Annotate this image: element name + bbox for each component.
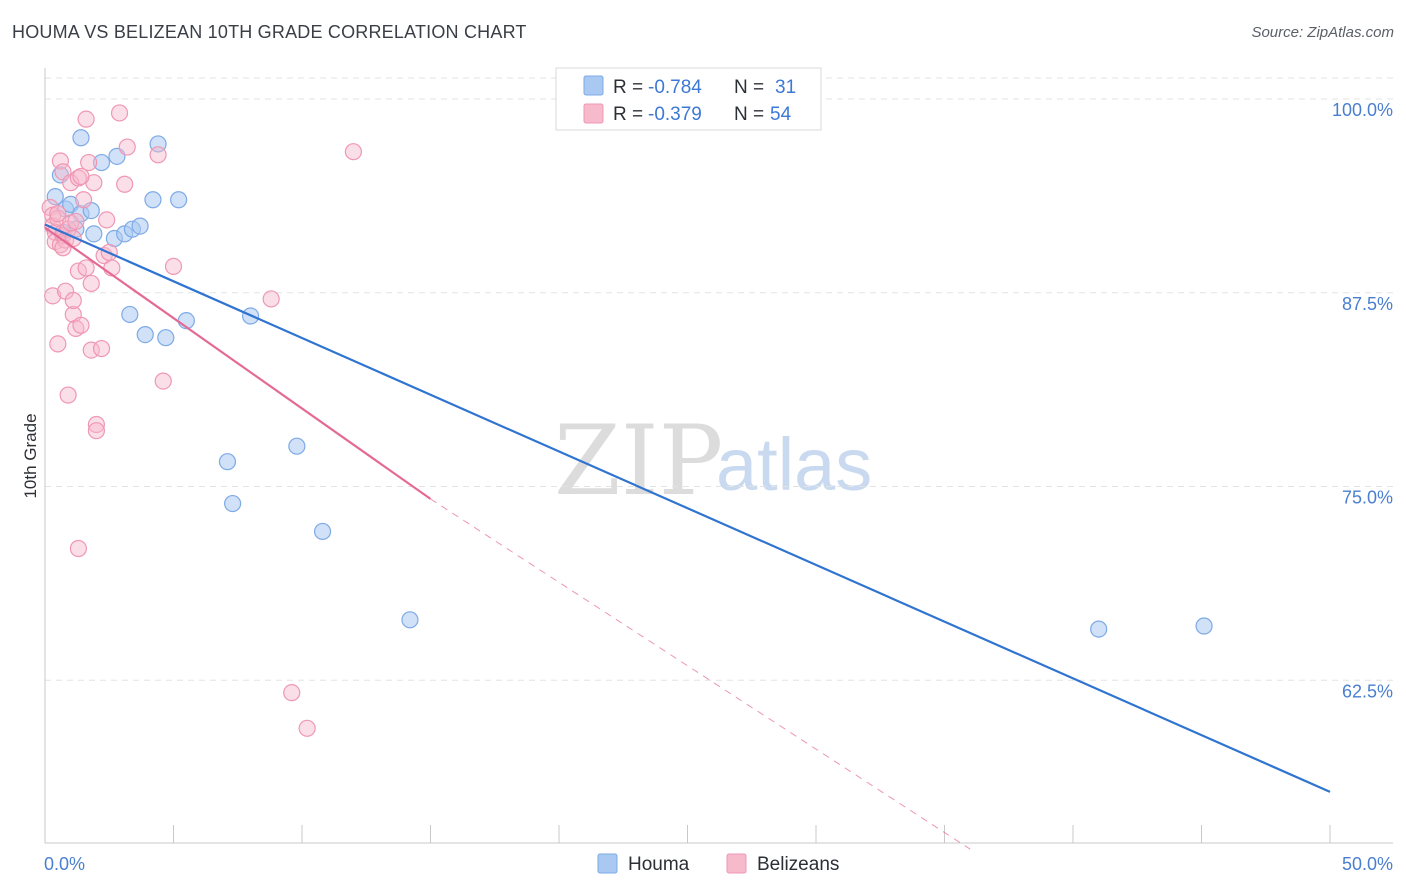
houma-point	[157, 329, 175, 347]
y-tick-labels: 100.0% 87.5% 75.0% 62.5%	[1332, 100, 1393, 701]
stats-legend: R = -0.784 N = 31 R = -0.379 N = 54	[555, 67, 822, 131]
belize-trend-extension	[430, 498, 971, 850]
houma-r-label: R =	[613, 77, 643, 98]
belize-point	[67, 319, 85, 337]
belize-point	[110, 104, 129, 122]
houma-point	[46, 188, 64, 206]
belize-point	[54, 239, 72, 257]
houma-point	[85, 225, 103, 243]
y-tick-label: 87.5%	[1342, 294, 1393, 314]
belize-point	[77, 110, 95, 128]
houma-point	[288, 437, 306, 455]
x-tick-label-min: 0.0%	[44, 854, 85, 874]
belize-point	[82, 274, 100, 293]
belize-n-label: N =	[734, 104, 764, 125]
houma-point	[72, 129, 90, 147]
belize-point	[59, 386, 77, 404]
belize-point	[164, 257, 183, 275]
houma-legend-swatch	[583, 75, 604, 96]
y-tick-label: 75.0%	[1342, 488, 1393, 508]
houma-n-label: N =	[734, 77, 764, 98]
chart-title: HOUMA VS BELIZEAN 10TH GRADE CORRELATION…	[12, 22, 527, 42]
belize-point	[64, 291, 82, 310]
houma-trend-line	[44, 223, 1331, 793]
belize-point	[87, 415, 106, 434]
belize-point	[72, 316, 90, 334]
belize-point	[118, 138, 136, 156]
houma-point	[224, 494, 242, 513]
y-tick-label: 62.5%	[1342, 681, 1393, 701]
belize-trend-line	[44, 226, 432, 500]
belize-point	[98, 211, 116, 229]
houma-points	[46, 129, 1213, 638]
houma-legend-label: Houma	[628, 854, 690, 875]
houma-n-value: 31	[775, 77, 796, 98]
belize-point	[262, 290, 280, 308]
houma-bottom-swatch	[597, 853, 618, 874]
belize-point	[87, 422, 106, 440]
belize-point	[44, 287, 62, 305]
watermark-atlas: atlas	[716, 423, 872, 506]
belize-point	[49, 205, 67, 223]
belize-point	[116, 175, 134, 193]
grid-lines	[45, 77, 1393, 681]
belize-point	[298, 719, 316, 737]
belize-legend-label: Belizeans	[757, 854, 839, 875]
x-tick-label-max: 50.0%	[1342, 854, 1393, 874]
source-credit: Source: ZipAtlas.com	[1251, 24, 1394, 41]
belize-point	[74, 191, 93, 209]
houma-point	[92, 153, 111, 172]
houma-point	[313, 522, 332, 541]
series-legend: Houma Belizeans	[597, 853, 839, 875]
belize-point	[80, 153, 98, 172]
houma-point	[1090, 620, 1108, 638]
axes	[44, 68, 1393, 844]
belize-point	[51, 152, 70, 170]
x-tick-labels: 0.0% 50.0%	[44, 854, 1393, 874]
houma-point	[218, 453, 237, 471]
y-axis-label: 10th Grade	[21, 413, 40, 498]
belize-point	[49, 209, 67, 227]
belize-point	[92, 339, 111, 358]
belize-point	[49, 335, 67, 353]
belize-point	[69, 169, 88, 187]
belize-point	[72, 167, 90, 186]
y-tick-label: 100.0%	[1332, 100, 1393, 120]
belize-point	[154, 372, 172, 390]
houma-point	[136, 326, 154, 344]
belize-r-label: R =	[613, 104, 643, 125]
houma-point	[170, 191, 188, 209]
belize-bottom-swatch	[726, 853, 747, 874]
houma-point	[144, 191, 162, 209]
belize-point	[67, 212, 85, 231]
belize-legend-swatch	[583, 103, 604, 124]
houma-r-value: -0.784	[648, 77, 702, 98]
belize-points	[41, 104, 362, 737]
houma-point	[121, 305, 139, 324]
belize-point	[77, 259, 95, 277]
belize-r-value: -0.379	[648, 104, 702, 125]
belize-point	[69, 539, 88, 558]
belize-point	[283, 684, 301, 702]
belize-point	[344, 143, 362, 161]
houma-point	[1195, 617, 1213, 635]
houma-point	[401, 611, 419, 629]
belize-n-value: 54	[770, 104, 792, 125]
trend-lines	[44, 223, 1331, 850]
belize-point	[149, 146, 167, 164]
houma-point	[131, 217, 149, 235]
